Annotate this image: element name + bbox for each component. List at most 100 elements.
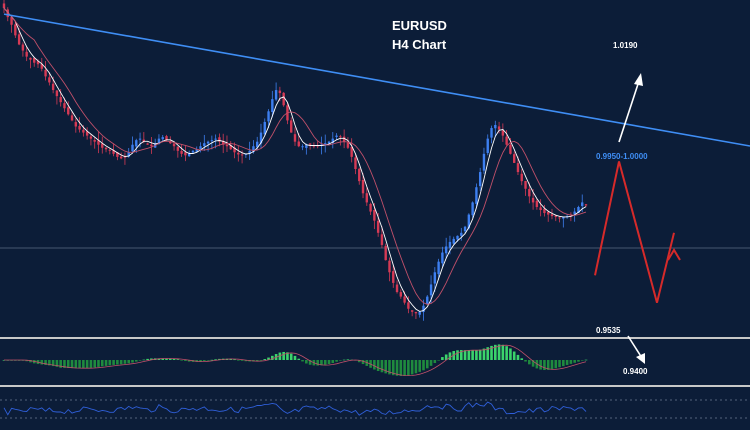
candle-body bbox=[376, 220, 380, 233]
macd-bar bbox=[218, 358, 221, 360]
candle bbox=[418, 310, 421, 318]
macd-histogram bbox=[2, 344, 588, 377]
macd-bar bbox=[414, 360, 418, 374]
candle-body bbox=[78, 125, 81, 130]
candle bbox=[203, 134, 206, 151]
candle-body bbox=[584, 204, 588, 206]
candle-body bbox=[308, 143, 312, 145]
macd-bar bbox=[123, 360, 127, 364]
macd-bar bbox=[448, 352, 452, 360]
macd-bar bbox=[112, 360, 115, 365]
candle bbox=[528, 182, 531, 204]
candle-body bbox=[214, 138, 217, 140]
candle-body bbox=[437, 261, 440, 275]
macd-bar bbox=[320, 360, 323, 366]
macd-bar bbox=[459, 350, 463, 360]
candle-body bbox=[558, 217, 561, 219]
candle bbox=[308, 143, 312, 150]
candle-body bbox=[467, 214, 471, 229]
candle-body bbox=[422, 305, 425, 313]
candle-body bbox=[225, 144, 229, 147]
candle bbox=[562, 216, 565, 228]
candle bbox=[33, 56, 36, 67]
candle bbox=[539, 199, 542, 217]
candle-body bbox=[259, 132, 263, 144]
candle-body bbox=[562, 217, 565, 219]
candle bbox=[520, 169, 523, 186]
candle-body bbox=[256, 141, 259, 148]
macd-bar bbox=[263, 359, 267, 360]
candle bbox=[399, 289, 403, 299]
macd-bar bbox=[316, 360, 319, 366]
candle-body bbox=[444, 246, 448, 254]
macd-bar bbox=[89, 360, 93, 368]
candle-body bbox=[369, 203, 372, 212]
candle-body bbox=[490, 128, 493, 138]
macd-bar bbox=[528, 360, 531, 365]
candle bbox=[361, 173, 365, 199]
candle-body bbox=[17, 34, 21, 45]
candle-body bbox=[112, 150, 115, 154]
candle bbox=[301, 144, 304, 151]
macd-bar bbox=[565, 360, 569, 365]
candle-body bbox=[123, 156, 127, 158]
rsi-indicator bbox=[0, 399, 750, 419]
candle bbox=[392, 265, 395, 288]
macd-bar bbox=[373, 360, 376, 370]
candle-body bbox=[2, 3, 6, 9]
candle-body bbox=[271, 99, 274, 113]
candle bbox=[237, 145, 240, 162]
candle-body bbox=[252, 146, 255, 153]
projection-arrowhead bbox=[667, 248, 681, 261]
candle bbox=[150, 137, 153, 154]
candle-body bbox=[74, 122, 78, 127]
candle bbox=[221, 133, 225, 154]
candle bbox=[293, 127, 297, 146]
candle-body bbox=[263, 121, 266, 135]
candle-body bbox=[297, 141, 300, 147]
candle bbox=[263, 118, 266, 136]
macd-bar bbox=[550, 360, 554, 370]
macd-bar bbox=[388, 360, 391, 375]
macd-bar bbox=[512, 351, 516, 360]
macd-bar bbox=[278, 352, 282, 360]
candle bbox=[267, 109, 270, 129]
candle bbox=[558, 216, 561, 223]
candle-body bbox=[554, 215, 557, 218]
candle bbox=[354, 154, 357, 175]
macd-bar bbox=[119, 360, 123, 365]
candle-body bbox=[240, 154, 244, 156]
candle-body bbox=[342, 136, 346, 142]
macd-bar bbox=[391, 360, 395, 376]
macd-bar bbox=[93, 360, 97, 368]
candle-body bbox=[535, 200, 539, 207]
macd-bar bbox=[85, 360, 89, 369]
macd-bar bbox=[108, 360, 112, 366]
macd-bar bbox=[425, 360, 429, 369]
candle-body bbox=[184, 152, 187, 156]
candle-body bbox=[475, 187, 478, 204]
candle bbox=[444, 237, 448, 259]
candle-body bbox=[395, 284, 399, 293]
candle-body bbox=[278, 90, 282, 94]
candle-body bbox=[206, 141, 210, 144]
macd-bar bbox=[475, 350, 478, 360]
macd-bar bbox=[342, 359, 346, 361]
slow-moving-average-line bbox=[3, 7, 587, 305]
macd-bar bbox=[63, 360, 66, 368]
candle-body bbox=[365, 193, 369, 203]
macd-bar bbox=[187, 360, 191, 362]
candle-body bbox=[301, 146, 304, 148]
candle-body bbox=[528, 189, 531, 197]
candle-body bbox=[187, 153, 191, 157]
macd-bar bbox=[403, 360, 406, 376]
candle-body bbox=[82, 129, 85, 133]
macd-bar bbox=[520, 358, 524, 360]
candle bbox=[85, 127, 89, 140]
candle bbox=[10, 16, 13, 33]
macd-bar bbox=[255, 360, 259, 362]
candle-body bbox=[581, 202, 584, 207]
macd-bar bbox=[539, 360, 542, 370]
macd-bar bbox=[289, 353, 293, 360]
candle bbox=[369, 202, 372, 215]
